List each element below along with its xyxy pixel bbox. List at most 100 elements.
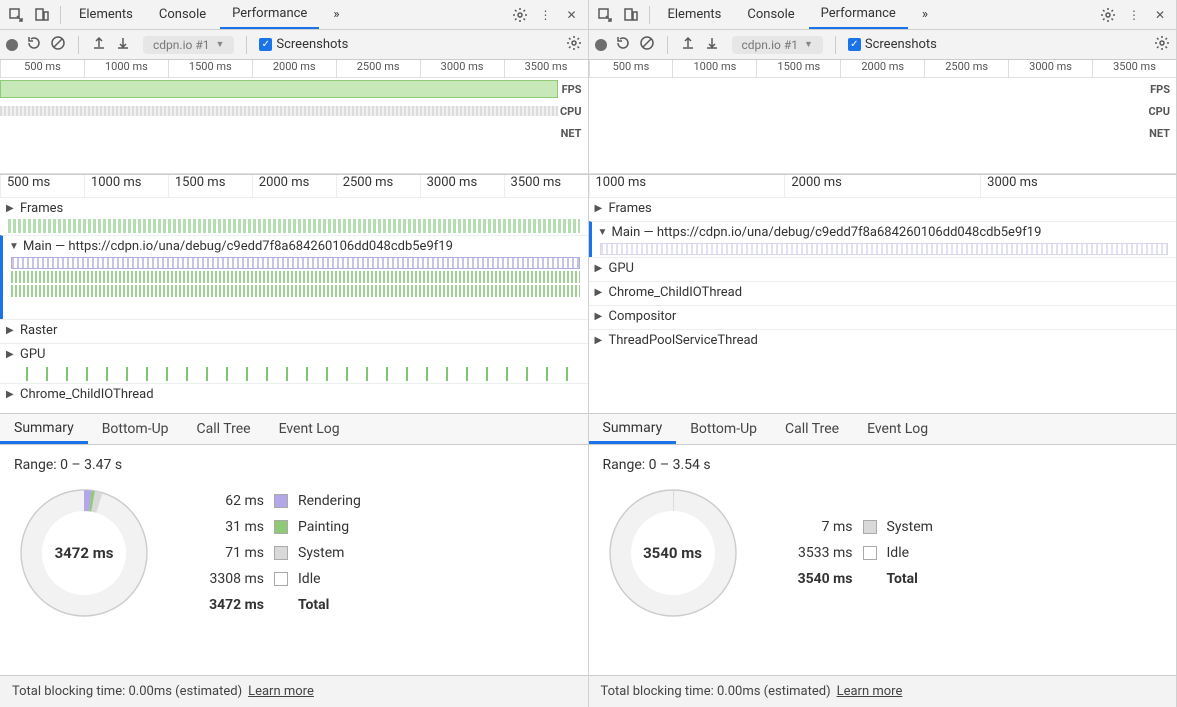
close-icon[interactable]: ✕ xyxy=(560,3,584,27)
disclosure-icon: ▶ xyxy=(6,389,16,400)
tab-performance[interactable]: Performance xyxy=(809,0,908,29)
gpu-bars xyxy=(8,367,580,381)
track-label: Compositor xyxy=(609,309,677,324)
reload-icon[interactable] xyxy=(26,35,42,54)
flame-chart[interactable]: 1000 ms2000 ms3000 ms ▶Frames ▼Main — ht… xyxy=(589,175,1177,413)
disclosure-icon: ▶ xyxy=(595,335,605,346)
track-label: Raster xyxy=(20,323,57,338)
track-label: GPU xyxy=(20,347,46,362)
legend-label: System xyxy=(887,519,933,535)
kebab-icon[interactable]: ⋮ xyxy=(534,3,558,27)
device-toggle-icon[interactable] xyxy=(619,3,643,27)
sum-tab-summary[interactable]: Summary xyxy=(589,414,677,444)
clear-icon[interactable] xyxy=(50,35,66,54)
legend-label: Idle xyxy=(887,545,910,561)
legend-swatch xyxy=(274,494,288,508)
sum-tab-calltree[interactable]: Call Tree xyxy=(771,414,853,444)
gear-icon[interactable] xyxy=(508,3,532,27)
track-compositor: ▶Compositor xyxy=(589,305,1177,329)
record-button[interactable] xyxy=(595,39,607,51)
tab-more[interactable]: » xyxy=(321,0,351,29)
range-text: Range: 0 – 3.47 s xyxy=(14,457,574,473)
sum-tab-bottomup[interactable]: Bottom-Up xyxy=(88,414,183,444)
capture-settings-gear-icon[interactable] xyxy=(1154,35,1170,54)
disclosure-icon: ▶ xyxy=(6,203,16,214)
device-toggle-icon[interactable] xyxy=(30,3,54,27)
legend-swatch xyxy=(274,520,288,534)
summary-donut: 3472 ms xyxy=(14,483,154,623)
overview-ruler: 500 ms1000 ms1500 ms2000 ms2500 ms3000 m… xyxy=(589,60,1177,78)
reload-icon[interactable] xyxy=(615,35,631,54)
main-tab-bar: Elements Console Performance » ⋮ ✕ xyxy=(0,0,588,30)
download-icon[interactable] xyxy=(704,35,720,54)
learn-more-link[interactable]: Learn more xyxy=(837,684,903,699)
legend-row: 3308 msIdle xyxy=(194,571,361,587)
checkbox-checked-icon: ✓ xyxy=(848,38,861,51)
download-icon[interactable] xyxy=(115,35,131,54)
disclosure-icon: ▶ xyxy=(595,203,605,214)
track-label: Main — https://cdpn.io/una/debug/c9edd7f… xyxy=(612,225,1042,240)
sum-tab-eventlog[interactable]: Event Log xyxy=(853,414,942,444)
tab-performance[interactable]: Performance xyxy=(220,0,319,29)
recording-selector[interactable]: cdpn.io #1▼ xyxy=(732,36,823,54)
flame-row xyxy=(11,271,580,283)
timeline-overview[interactable]: 500 ms1000 ms1500 ms2000 ms2500 ms3000 m… xyxy=(0,60,588,175)
legend-label: Painting xyxy=(298,519,349,535)
donut-center: 3540 ms xyxy=(643,544,702,562)
blocking-time-footer: Total blocking time: 0.00ms (estimated) … xyxy=(589,675,1177,707)
close-icon[interactable]: ✕ xyxy=(1148,3,1172,27)
track-frames: ▶ Frames xyxy=(589,197,1177,221)
flame-chart[interactable]: 500 ms1000 ms1500 ms2000 ms2500 ms3000 m… xyxy=(0,175,588,413)
record-button[interactable] xyxy=(6,39,18,51)
tab-elements[interactable]: Elements xyxy=(67,0,145,29)
legend-label: System xyxy=(298,545,344,561)
inspect-icon[interactable] xyxy=(4,3,28,27)
sum-tab-summary[interactable]: Summary xyxy=(0,414,88,444)
learn-more-link[interactable]: Learn more xyxy=(248,684,314,699)
track-label: GPU xyxy=(609,261,635,276)
legend-label: Rendering xyxy=(298,493,361,509)
chevron-down-icon: ▼ xyxy=(804,39,813,50)
disclosure-icon: ▶ xyxy=(595,287,605,298)
upload-icon[interactable] xyxy=(680,35,696,54)
perf-toolbar: cdpn.io #1 ▼ ✓Screenshots xyxy=(0,30,588,60)
tab-elements[interactable]: Elements xyxy=(656,0,734,29)
legend-swatch xyxy=(274,546,288,560)
legend-label: Idle xyxy=(298,571,321,587)
tab-console[interactable]: Console xyxy=(147,0,218,29)
overview-ruler: 500 ms1000 ms1500 ms2000 ms2500 ms3000 m… xyxy=(0,60,588,78)
track-label: Frames xyxy=(609,201,652,216)
kebab-icon[interactable]: ⋮ xyxy=(1122,3,1146,27)
recording-selector[interactable]: cdpn.io #1 ▼ xyxy=(143,36,234,54)
clear-icon[interactable] xyxy=(639,35,655,54)
fps-lane: FPS xyxy=(589,78,1177,100)
summary-tabs: Summary Bottom-Up Call Tree Event Log xyxy=(0,413,588,445)
legend-ms: 31 ms xyxy=(194,519,264,535)
sum-tab-eventlog[interactable]: Event Log xyxy=(265,414,354,444)
blocking-time-footer: Total blocking time: 0.00ms (estimated) … xyxy=(0,675,588,707)
recording-label: cdpn.io #1 xyxy=(153,38,209,52)
devtools-panel-right: Elements Console Performance » ⋮ ✕ cdpn.… xyxy=(589,0,1177,707)
sum-tab-calltree[interactable]: Call Tree xyxy=(183,414,265,444)
summary-donut: 3540 ms xyxy=(603,483,743,623)
gear-icon[interactable] xyxy=(1096,3,1120,27)
inspect-icon[interactable] xyxy=(593,3,617,27)
flame-ruler: 1000 ms2000 ms3000 ms xyxy=(589,175,1177,197)
sum-tab-bottomup[interactable]: Bottom-Up xyxy=(676,414,771,444)
screenshots-strip xyxy=(0,144,588,174)
capture-settings-gear-icon[interactable] xyxy=(566,35,582,54)
tab-console[interactable]: Console xyxy=(735,0,806,29)
screenshots-checkbox[interactable]: ✓Screenshots xyxy=(848,37,937,52)
upload-icon[interactable] xyxy=(91,35,107,54)
net-lane: NET xyxy=(0,122,588,144)
track-label: Chrome_ChildIOThread xyxy=(20,387,154,402)
footer-text: Total blocking time: 0.00ms (estimated) xyxy=(601,684,831,699)
tab-more[interactable]: » xyxy=(910,0,940,29)
track-childio: ▶ Chrome_ChildIOThread xyxy=(0,383,588,407)
disclosure-icon: ▶ xyxy=(6,325,16,336)
chevron-down-icon: ▼ xyxy=(215,39,224,50)
flame-row xyxy=(11,285,580,297)
summary-legend: 62 msRendering31 msPainting71 msSystem33… xyxy=(194,493,361,613)
timeline-overview[interactable]: 500 ms1000 ms1500 ms2000 ms2500 ms3000 m… xyxy=(589,60,1177,175)
screenshots-checkbox[interactable]: ✓Screenshots xyxy=(259,37,348,52)
